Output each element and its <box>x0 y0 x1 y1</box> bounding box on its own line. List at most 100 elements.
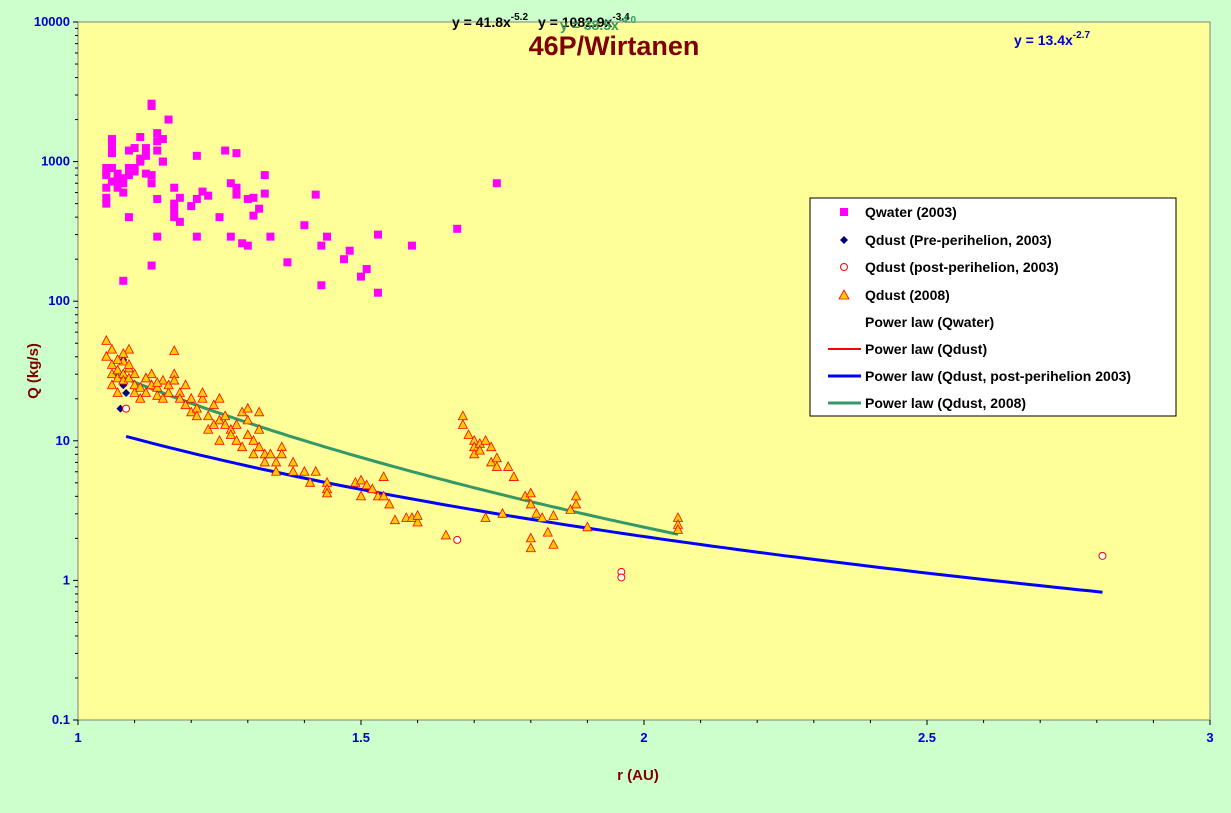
qdust-2008-point <box>531 507 542 518</box>
qwater-point <box>226 179 235 188</box>
qwater-point <box>113 175 122 184</box>
qdust-post-point <box>453 535 462 544</box>
qdust-2008-point <box>265 448 276 459</box>
qwater-point <box>255 204 264 213</box>
fit-line-power-law-qdust-2008 <box>111 371 679 536</box>
qdust-2008-point <box>225 429 236 439</box>
qdust-2008-point <box>123 358 135 369</box>
qdust-2008-point <box>276 448 287 459</box>
qwater-point <box>119 188 128 197</box>
qdust-2008-point <box>548 538 559 549</box>
x-tick-label: 2.5 <box>918 730 936 745</box>
qwater-point <box>373 230 382 239</box>
legend-label-fit-qdust: Power law (Qdust) <box>865 341 987 357</box>
qwater-point <box>102 183 111 192</box>
qdust-2008-point <box>191 410 203 421</box>
qwater-point <box>170 206 179 215</box>
axes: 0.1 1 10 100 1000 10000 1 1.5 2 2.5 3 <box>34 14 1214 745</box>
qdust-2008-point <box>203 423 214 434</box>
qwater-point <box>215 213 224 222</box>
qdust-2008-point <box>361 479 372 490</box>
qdust-2008-point <box>169 374 180 385</box>
qdust-2008-point <box>457 419 469 429</box>
qdust-2008-point <box>242 414 253 425</box>
equation-label-qdust: y = 1082.9x-3.4 <box>538 12 630 30</box>
qdust-2008-point <box>106 379 118 390</box>
qdust-2008-point <box>157 392 169 403</box>
y-tick-label: 10000 <box>34 14 70 29</box>
qwater-point <box>260 189 269 198</box>
qdust-2008-point <box>253 441 265 452</box>
qdust-2008-point <box>129 387 140 397</box>
qdust-2008-point <box>106 343 118 354</box>
qdust-2008-point <box>491 461 503 471</box>
qdust-2008-point <box>525 487 536 498</box>
qdust-2008-point <box>548 509 559 520</box>
qwater-point <box>373 288 382 297</box>
qdust-post-point <box>122 404 131 413</box>
qwater-point <box>124 146 133 155</box>
qwater-point <box>107 149 116 158</box>
equation-label-post-perihelion: y = 13.4x-2.7 <box>1014 30 1090 48</box>
qdust-2008-point <box>389 514 401 525</box>
qwater-point <box>170 213 179 222</box>
qdust-2008-point <box>203 410 214 421</box>
legend-box <box>809 197 1177 417</box>
qdust-2008-point <box>355 474 367 485</box>
qwater-point <box>226 232 235 241</box>
qdust-2008-point <box>480 512 491 522</box>
qwater-point <box>243 241 252 250</box>
qdust-2008-point <box>570 498 582 509</box>
qdust-2008-point <box>525 532 536 543</box>
qwater-point <box>141 144 150 153</box>
qdust-2008-point <box>123 343 135 354</box>
qdust-2008-point <box>101 334 112 345</box>
qwater-point <box>119 276 128 285</box>
qdust-2008-point <box>253 406 265 417</box>
qdust-2008-point <box>378 490 389 501</box>
qwater-point <box>164 115 173 124</box>
qdust-2008-point <box>152 389 163 400</box>
qdust-2008-point <box>259 456 270 467</box>
legend: Qwater (2003) Qdust (Pre-perihelion, 200… <box>809 197 1177 417</box>
qdust-2008-point <box>287 456 299 467</box>
qwater-point <box>204 191 213 200</box>
qwater-point <box>136 133 145 142</box>
qdust-2008-point <box>502 461 514 471</box>
qwater-point <box>170 199 179 208</box>
qdust-2008-point <box>197 387 208 397</box>
qwater-point <box>453 224 462 233</box>
qdust-2008-point <box>355 490 367 501</box>
qwater-point <box>283 258 292 267</box>
qwater-point <box>238 239 247 248</box>
qwater-point <box>119 179 128 188</box>
qdust-2008-point <box>180 399 191 410</box>
qdust-2008-point <box>304 476 316 487</box>
qdust-2008-point <box>480 434 491 445</box>
qwater-point <box>124 213 133 222</box>
qdust-2008-point <box>208 399 220 410</box>
qdust-2008-point <box>135 381 146 392</box>
qdust-2008-point <box>474 444 486 455</box>
legend-label-qdust-pre: Qdust (Pre-perihelion, 2003) <box>865 232 1052 248</box>
qdust-2008-point <box>242 429 253 439</box>
legend-marker-qdust-post <box>840 263 848 271</box>
qdust-2008-point <box>242 402 253 413</box>
equation-label-2008: y = 38.5x-4.0 <box>560 15 636 33</box>
qwater-point <box>158 135 167 144</box>
legend-label-qdust-post: Qdust (post-perihelion, 2003) <box>865 259 1059 275</box>
qdust-2008-point <box>486 441 497 452</box>
qwater-point <box>153 232 162 241</box>
qwater-point <box>170 183 179 192</box>
qdust-2008-point <box>672 524 684 534</box>
legend-label-fit-2008: Power law (Qdust, 2008) <box>865 395 1026 411</box>
qdust-2008-point <box>129 379 140 390</box>
legend-label-qdust-2008: Qdust (2008) <box>865 287 950 303</box>
qwater-point <box>187 202 196 211</box>
qdust-2008-point <box>378 471 389 481</box>
y-tick-label: 1 <box>63 572 70 587</box>
qwater-point <box>153 194 162 203</box>
qdust-2008-point <box>412 509 423 520</box>
qwater-point <box>107 135 116 144</box>
